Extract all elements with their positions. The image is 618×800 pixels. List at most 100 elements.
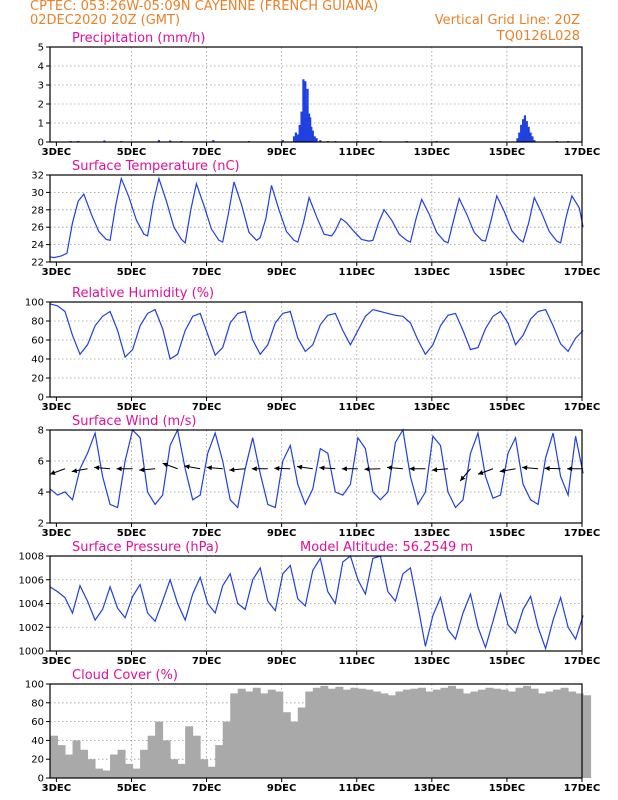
cloud-bar [320, 685, 329, 778]
precip-bar [169, 140, 172, 142]
cloud-bar [252, 687, 261, 778]
cloud-bar [523, 685, 532, 778]
cloud-bar [447, 685, 456, 778]
panel-title: Surface Wind (m/s) [72, 414, 196, 429]
precip-bar [292, 136, 296, 142]
x-tick-label: 9DEC [267, 656, 296, 667]
cloud-bar [50, 735, 58, 778]
cloud-bar [440, 687, 449, 778]
y-tick-label: 3 [38, 81, 44, 92]
cloud-bar [327, 688, 336, 778]
precip-bar [302, 79, 305, 142]
cloud-bar [508, 691, 517, 778]
x-tick-label: 3DEC [42, 402, 71, 413]
panel-title: Surface Temperature (nC) [72, 159, 240, 174]
precip-bar [212, 140, 215, 142]
x-tick-label: 15DEC [489, 656, 525, 667]
precip-bar [319, 140, 322, 142]
y-tick-label: 40 [31, 736, 44, 747]
x-tick-label: 11DEC [339, 783, 375, 794]
precip-bar [527, 126, 530, 142]
x-tick-label: 7DEC [192, 147, 221, 158]
cloud-bar [162, 740, 171, 778]
y-tick-label: 20 [31, 374, 44, 385]
wind-arrow-head [386, 465, 393, 471]
cloud-bar [380, 693, 389, 778]
x-tick-label: 7DEC [192, 267, 221, 278]
precip-bar [298, 124, 301, 142]
cloud-bar [462, 693, 471, 778]
x-tick-label: 5DEC [117, 656, 146, 667]
cloud-bar [560, 687, 569, 778]
x-tick-label: 11DEC [339, 656, 375, 667]
x-tick-label: 13DEC [414, 783, 450, 794]
x-tick-label: 3DEC [42, 267, 71, 278]
panel-title: Cloud Cover (%) [72, 668, 178, 683]
header-grid-note: Vertical Grid Line: 20Z [435, 13, 580, 28]
y-tick-label: 26 [31, 223, 44, 234]
cloud-bar [155, 721, 164, 778]
y-tick-label: 1 [38, 119, 44, 130]
cloud-bar [417, 687, 426, 778]
y-tick-label: 2 [38, 100, 44, 111]
x-tick-label: 5DEC [117, 528, 146, 539]
wind-arrow-head [229, 467, 235, 473]
x-tick-label: 11DEC [339, 402, 375, 413]
x-tick-label: 13DEC [414, 267, 450, 278]
panel-title: Surface Pressure (hPa) [72, 540, 219, 555]
panel-frame [49, 174, 583, 263]
cloud-bar [170, 759, 179, 778]
precip-bar [305, 105, 308, 142]
series-line [49, 176, 584, 259]
cloud-bar [425, 691, 434, 778]
y-tick-label: 5 [38, 43, 44, 54]
y-tick-label: 80 [31, 698, 44, 709]
cloud-bar [305, 691, 314, 778]
precip-bar [281, 140, 284, 142]
precip-bar [296, 134, 299, 142]
header-model-code: TQ0126L028 [496, 29, 580, 44]
cloud-bar [177, 763, 186, 778]
wind-arrow-head [319, 465, 325, 471]
wind-arrow-head [341, 466, 347, 472]
cloud-bar [260, 693, 269, 778]
y-tick-label: 80 [31, 317, 44, 328]
x-tick-label: 9DEC [267, 783, 296, 794]
cloud-bar [493, 688, 502, 778]
y-tick-label: 2 [38, 519, 44, 530]
cloud-bar [568, 691, 577, 778]
cloud-bar [530, 688, 539, 778]
cloud-bar [432, 689, 441, 778]
y-tick-label: 1000 [19, 647, 44, 658]
precip-bar [531, 136, 534, 142]
cloud-bar [57, 745, 66, 778]
y-tick-label: 20 [31, 755, 44, 766]
y-tick-label: 60 [31, 717, 44, 728]
cloud-bar [395, 691, 404, 778]
x-tick-label: 9DEC [267, 147, 296, 158]
cloud-bar [583, 695, 592, 778]
cloud-bar [140, 749, 149, 778]
x-tick-label: 11DEC [339, 528, 375, 539]
precip-bar [157, 140, 160, 142]
cloud-bar [192, 735, 201, 778]
y-tick-label: 100 [25, 680, 44, 691]
x-tick-label: 9DEC [267, 402, 296, 413]
cloud-bar [80, 749, 89, 778]
wind-arrow-head [296, 464, 303, 470]
cloud-bar [455, 688, 464, 778]
cloud-bar [312, 687, 321, 778]
y-tick-label: 32 [31, 171, 44, 182]
y-tick-label: 40 [31, 355, 44, 366]
panels: Precipitation (mm/h) 0 1 2 3 4 5 3DEC 5DEC 7DEC 9D… [19, 31, 601, 794]
cloud-bar [297, 707, 306, 778]
panel-4: Surface Wind (m/s) 2 4 6 8 3DEC 5DEC 7DEC 9DEC 11… [38, 414, 601, 539]
y-tick-label: 0 [38, 393, 44, 404]
header-date: 02DEC2020 20Z (GMT) [30, 13, 180, 28]
precip-bar [103, 140, 106, 142]
wind-arrow-head [71, 468, 78, 474]
series-line [49, 428, 584, 509]
cloud-bar [200, 759, 209, 778]
precip-bar [311, 130, 314, 142]
panel-3: Relative Humidity (%) 0 20 40 60 80 100 3DEC 5DE… [25, 286, 600, 413]
